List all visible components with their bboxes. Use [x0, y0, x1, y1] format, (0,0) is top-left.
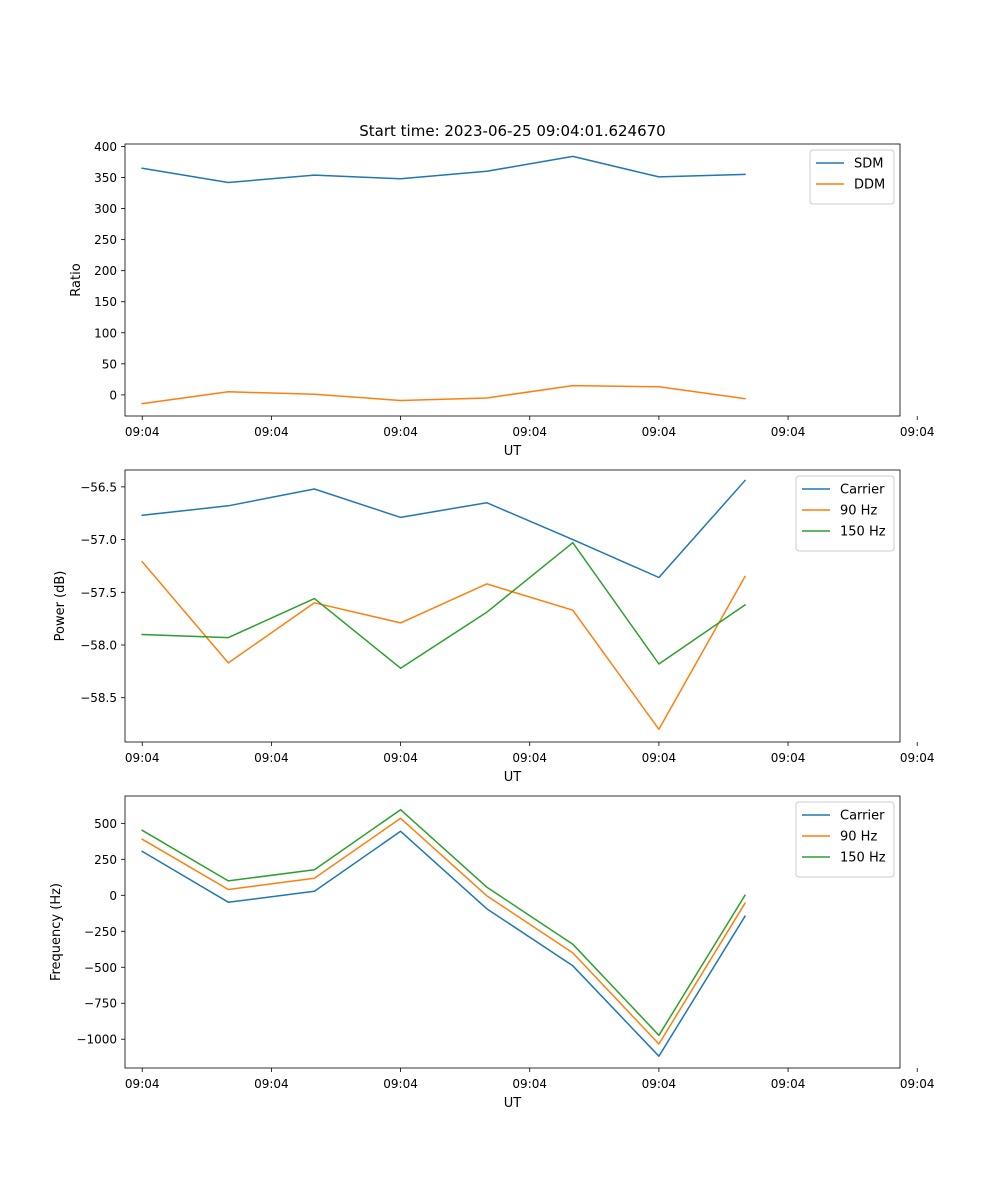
x-tick-label: 09:04 [512, 751, 547, 765]
x-tick-label: 09:04 [125, 425, 160, 439]
x-tick-label: 09:04 [642, 1077, 677, 1091]
x-tick-label: 09:04 [125, 751, 160, 765]
legend-label: 150 Hz [840, 851, 886, 866]
series-line-150-hz [141, 541, 747, 669]
y-axis-label: Frequency (Hz) [49, 883, 64, 981]
y-tick-label: −56.5 [80, 480, 117, 494]
y-tick-label: 0 [109, 388, 117, 402]
legend-label: 90 Hz [840, 504, 877, 519]
x-tick-label: 09:04 [125, 1077, 160, 1091]
plot-frame [124, 469, 901, 743]
x-tick-label: 09:04 [512, 1077, 547, 1091]
chart-panel-1: 09:04 09:04 09:04 09:04 09:04 09:04 09:04 0 50 10… [69, 140, 935, 459]
x-tick-label: 09:04 [771, 425, 806, 439]
x-axis-label: UT [504, 444, 522, 459]
y-tick-label: −1000 [76, 1033, 117, 1047]
x-tick-label: 09:04 [900, 751, 935, 765]
legend: Carrier 90 Hz 150 Hz [795, 801, 895, 878]
x-tick-label: 09:04 [383, 751, 418, 765]
chart-panel-2: 09:04 09:04 09:04 09:04 09:04 09:04 09:04 −58.5… [53, 469, 935, 785]
y-tick-label: 200 [94, 264, 117, 278]
x-tick-label: 09:04 [383, 1077, 418, 1091]
figure-title: Start time: 2023-06-25 09:04:01.624670 [359, 122, 665, 140]
x-tick-label: 09:04 [512, 425, 547, 439]
legend-label: DDM [854, 178, 885, 193]
y-tick-label: 0 [109, 889, 117, 903]
x-tick-label: 09:04 [771, 1077, 806, 1091]
x-tick-label: 09:04 [642, 751, 677, 765]
y-tick-label: −58.0 [80, 639, 117, 653]
x-tick-label: 09:04 [771, 751, 806, 765]
y-tick-label: 350 [94, 171, 117, 185]
series-line-150-hz [141, 808, 747, 1037]
y-tick-label: −57.0 [80, 533, 117, 547]
y-tick-label: −57.5 [80, 586, 117, 600]
x-axis-label: UT [504, 770, 522, 785]
y-tick-label: 100 [94, 326, 117, 340]
y-axis-label: Ratio [69, 263, 84, 296]
series-line-90-hz [141, 560, 747, 731]
y-tick-label: 400 [94, 140, 117, 154]
legend-label: Carrier [840, 809, 885, 824]
legend: Carrier 90 Hz 150 Hz [795, 475, 895, 552]
y-axis-label: Power (dB) [53, 571, 68, 642]
y-tick-label: 250 [94, 853, 117, 867]
series-line-carrier [141, 479, 747, 579]
x-tick-label: 09:04 [900, 1077, 935, 1091]
x-tick-label: 09:04 [254, 1077, 289, 1091]
legend-label: Carrier [840, 483, 885, 498]
legend-label: 90 Hz [840, 830, 877, 845]
y-tick-label: 300 [94, 202, 117, 216]
x-tick-label: 09:04 [254, 425, 289, 439]
series-line-90-hz [141, 817, 747, 1045]
series-line-sdm [141, 155, 746, 184]
legend-box [795, 475, 895, 552]
legend-label: 150 Hz [840, 525, 886, 540]
series-line-carrier [141, 830, 747, 1057]
plot-frame [124, 143, 901, 417]
x-axis-label: UT [504, 1096, 522, 1111]
y-tick-label: −500 [84, 961, 117, 975]
chart-panel-3: 09:04 09:04 09:04 09:04 09:04 09:04 09:04 −1000… [49, 795, 935, 1111]
x-tick-label: 09:04 [900, 425, 935, 439]
x-tick-label: 09:04 [254, 751, 289, 765]
legend-label: SDM [854, 157, 883, 172]
y-tick-label: −250 [84, 925, 117, 939]
y-tick-label: 150 [94, 295, 117, 309]
x-tick-label: 09:04 [642, 425, 677, 439]
legend: SDM DDM [809, 149, 895, 205]
y-tick-label: 50 [102, 357, 117, 371]
series-line-ddm [141, 384, 746, 405]
y-tick-label: 500 [94, 817, 117, 831]
y-tick-label: −58.5 [80, 691, 117, 705]
legend-box [795, 801, 895, 878]
x-tick-label: 09:04 [383, 425, 418, 439]
plot-frame [124, 795, 901, 1069]
y-tick-label: −750 [84, 997, 117, 1011]
y-tick-label: 250 [94, 233, 117, 247]
